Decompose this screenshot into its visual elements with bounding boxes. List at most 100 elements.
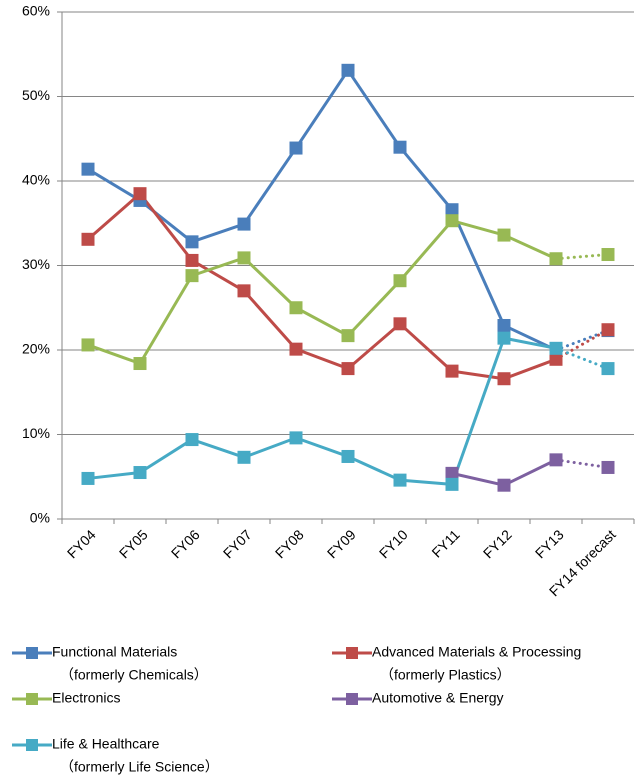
- marker: [393, 317, 407, 331]
- series-line: [451, 219, 505, 237]
- y-tick-label: 20%: [22, 341, 50, 357]
- marker: [81, 471, 95, 485]
- marker: [289, 431, 303, 445]
- marker: [393, 274, 407, 288]
- series-line: [554, 346, 610, 371]
- marker: [341, 449, 355, 463]
- series-line: [294, 69, 350, 149]
- x-tick-label: FY08: [272, 526, 307, 561]
- series-line: [347, 455, 401, 482]
- series-line: [87, 471, 141, 480]
- x-tick-label: FY04: [64, 526, 99, 561]
- series-line: [138, 274, 194, 365]
- x-tick-label: FY11: [428, 526, 462, 560]
- marker: [81, 162, 95, 176]
- y-tick-label: 60%: [22, 3, 50, 19]
- marker: [445, 477, 459, 491]
- series-line: [450, 209, 506, 327]
- series-line: [503, 357, 557, 381]
- series-line: [87, 192, 141, 241]
- y-tick-label: 0%: [30, 510, 50, 526]
- series-line: [295, 306, 349, 337]
- marker: [549, 453, 563, 467]
- series-line: [346, 69, 402, 149]
- legend-label: Functional Materials: [52, 644, 177, 660]
- series-line: [503, 233, 557, 261]
- series-line: [295, 436, 349, 458]
- series-line: [242, 256, 298, 309]
- marker: [601, 460, 615, 474]
- series-line: [87, 167, 141, 202]
- legend-label: Life & Healthcare: [52, 736, 160, 752]
- series-line: [242, 289, 298, 351]
- series-line: [399, 478, 453, 486]
- series-line: [87, 343, 141, 365]
- marker: [445, 466, 459, 480]
- x-tick-label: FY13: [532, 526, 567, 561]
- series-line: [554, 329, 610, 352]
- series-line: [347, 322, 401, 370]
- marker: [497, 318, 511, 332]
- marker: [445, 364, 459, 378]
- x-tick-label: FY07: [220, 526, 255, 561]
- legend-swatch-marker: [26, 739, 38, 751]
- marker: [185, 253, 199, 267]
- marker: [133, 466, 147, 480]
- marker: [497, 331, 511, 345]
- marker: [133, 187, 147, 201]
- marker: [393, 140, 407, 154]
- marker: [185, 235, 199, 249]
- series-line: [451, 471, 505, 487]
- marker: [601, 362, 615, 376]
- series-line: [191, 256, 245, 278]
- marker: [549, 352, 563, 366]
- series-line: [346, 279, 402, 337]
- series-line: [503, 336, 557, 350]
- series-line: [554, 253, 610, 261]
- marker: [237, 251, 251, 265]
- legend-swatch-marker: [346, 647, 358, 659]
- marker: [289, 342, 303, 356]
- y-tick-label: 50%: [22, 87, 50, 103]
- marker: [601, 323, 615, 337]
- marker: [237, 450, 251, 464]
- legend-note: （formerly Life Science）: [60, 759, 219, 775]
- series-line: [295, 347, 349, 370]
- marker: [185, 433, 199, 447]
- marker: [341, 362, 355, 376]
- marker: [497, 478, 511, 492]
- x-tick-label: FY06: [168, 526, 203, 561]
- series-line: [138, 192, 194, 262]
- legend-note: （formerly Plastics）: [380, 667, 511, 683]
- series-line: [139, 199, 193, 244]
- x-tick-label: FY10: [376, 526, 411, 561]
- marker: [497, 228, 511, 242]
- legend-swatch-marker: [346, 693, 358, 705]
- legend-note: （formerly Chemicals）: [60, 667, 208, 683]
- series-line: [242, 147, 298, 225]
- marker: [289, 301, 303, 315]
- marker: [549, 252, 563, 266]
- series-line: [243, 436, 297, 459]
- series-line: [398, 322, 454, 373]
- x-tick-label: FY09: [324, 526, 359, 561]
- legend-label: Automotive & Energy: [372, 690, 504, 706]
- series-line: [554, 458, 610, 469]
- marker: [497, 372, 511, 386]
- series-line: [503, 458, 557, 487]
- marker: [81, 338, 95, 352]
- marker: [393, 473, 407, 487]
- marker: [341, 63, 355, 77]
- marker: [445, 203, 459, 217]
- legend-swatch-marker: [26, 647, 38, 659]
- marker: [341, 329, 355, 343]
- legend-swatch-marker: [26, 693, 38, 705]
- series-line: [191, 438, 245, 459]
- marker: [237, 217, 251, 231]
- legend-label: Electronics: [52, 690, 120, 706]
- x-tick-label: FY05: [116, 526, 151, 561]
- marker: [549, 341, 563, 355]
- series-line: [554, 328, 610, 361]
- marker: [81, 232, 95, 246]
